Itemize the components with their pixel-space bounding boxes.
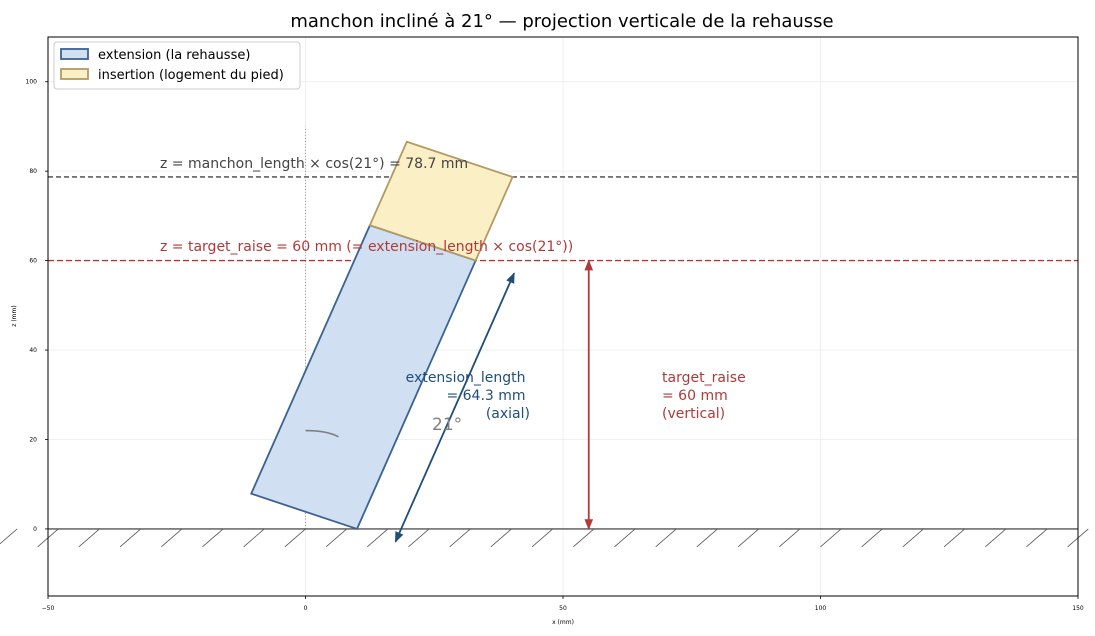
y-tick-label: 100	[26, 79, 38, 86]
ground-hatch	[614, 528, 636, 548]
ground-hatch	[284, 528, 306, 548]
y-tick-label: 0	[33, 526, 37, 533]
ground-hatch	[1026, 528, 1048, 548]
extension-length-label-line2: = 64.3 mm	[446, 388, 525, 404]
ground-hatch	[985, 528, 1007, 548]
legend-swatch-extension	[60, 48, 89, 60]
target-line-label: z = target_raise = 60 mm (= extension_le…	[160, 239, 573, 255]
angle-arc	[305, 429, 339, 438]
y-tick-label: 60	[29, 258, 37, 265]
target-raise-label-line2: = 60 mm	[662, 388, 728, 404]
target-raise-label-line3: (vertical)	[662, 406, 725, 422]
ground-hatch	[0, 528, 18, 545]
legend: extension (la rehausse) insertion (logem…	[53, 41, 301, 90]
insertion-shape	[368, 140, 514, 262]
y-tick-label: 80	[29, 168, 37, 175]
chart-title: manchon incliné à 21° — projection verti…	[290, 11, 833, 32]
manchon-line-label: z = manchon_length × cos(21°) = 78.7 mm	[160, 156, 468, 172]
ground-hatch	[573, 528, 595, 548]
ground-hatch	[161, 528, 183, 548]
ground-hatch	[119, 528, 141, 548]
ground-hatch	[202, 528, 224, 548]
x-axis-label: x (mm)	[552, 619, 574, 626]
legend-box	[53, 41, 301, 90]
x-tick-label: 100	[815, 605, 827, 612]
x-tick-label: 150	[1072, 605, 1084, 612]
ground-hatch	[325, 528, 347, 548]
legend-swatch-insertion	[60, 68, 89, 80]
axis-ticks: −50 0 50 100 150 0 20 40 60 80 100	[26, 79, 1084, 612]
dimension-arrows	[394, 259, 594, 543]
x-tick-label: −50	[42, 605, 55, 612]
x-tick-label: 50	[559, 605, 567, 612]
ground-hatch	[696, 528, 718, 548]
ground-hatch	[943, 528, 965, 548]
extension-length-label-line3: (axial)	[486, 406, 530, 422]
y-tick-label: 20	[29, 436, 37, 443]
ground-hatch	[367, 528, 389, 548]
ground-hatch	[655, 528, 677, 548]
ground-hatch	[820, 528, 842, 548]
ground-hatch	[531, 528, 553, 548]
extension-length-arrow	[394, 272, 515, 543]
extension-length-label-line1: extension_length	[406, 370, 526, 386]
ground-hatch	[243, 528, 265, 548]
y-tick-label: 40	[29, 347, 37, 354]
ground-hatch	[779, 528, 801, 548]
legend-label-insertion: insertion (logement du pied)	[98, 68, 284, 83]
ground-hatch	[737, 528, 759, 548]
reference-lines	[48, 126, 1078, 529]
extension-length-label: extension_length = 64.3 mm (axial)	[406, 370, 530, 422]
legend-label-extension: extension (la rehausse)	[98, 48, 250, 63]
target-raise-label: target_raise = 60 mm (vertical)	[662, 370, 750, 422]
target-raise-label-line1: target_raise	[662, 370, 746, 386]
ground-hatch	[78, 528, 100, 548]
y-axis-label: z (mm)	[11, 305, 18, 326]
ground-hatch	[902, 528, 924, 548]
x-tick-label: 0	[304, 605, 308, 612]
ground-hatch	[861, 528, 883, 548]
angle-label: 21°	[432, 415, 462, 435]
